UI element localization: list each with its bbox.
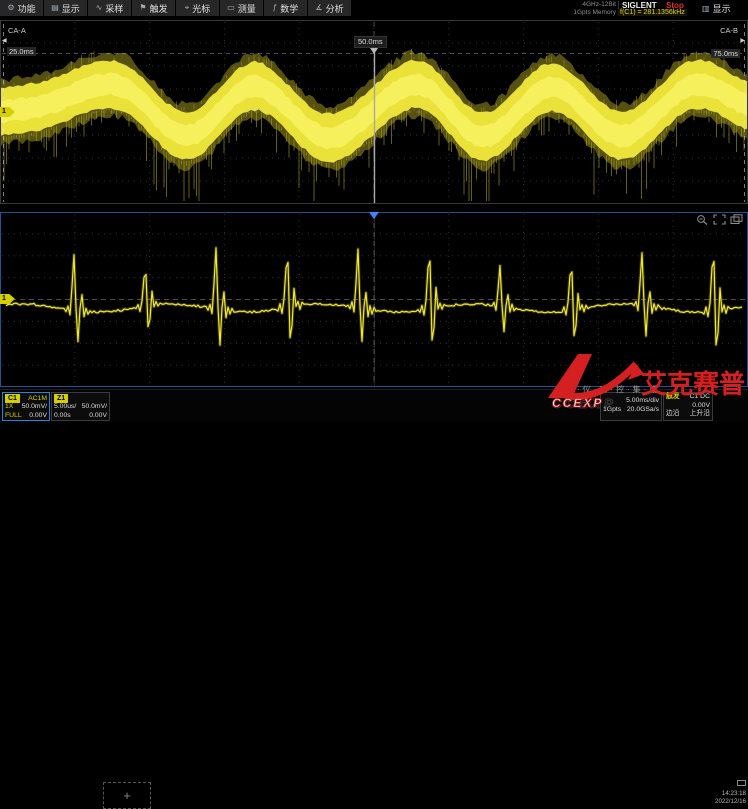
time-display: 14:23:18 [721, 790, 746, 797]
delay-readout[interactable]: 50.0ms [354, 36, 387, 48]
timebase-scale: 5.00ms/div [626, 397, 659, 404]
cursor-a-label: CA-A [8, 26, 26, 35]
menu-utility-label: 功能 [17, 3, 36, 14]
channel1-offset-marker[interactable]: 1 [0, 107, 15, 117]
expand-icon[interactable] [713, 214, 726, 225]
zoom-vpos: 0.00V [89, 411, 107, 419]
header-divider [618, 1, 619, 16]
brand-label: SIGLENT [622, 1, 657, 10]
monitor-icon: ▥ [702, 4, 710, 13]
sample-rate: 20.0GSa/s [626, 405, 659, 413]
menu-math[interactable]: ƒ 数学 [264, 0, 307, 16]
menu-cursors-label: 光标 [192, 3, 211, 14]
timebase-box[interactable]: 5.00ms/div 1Gpts 20.0GSa/s [600, 392, 662, 421]
display-icon: ▤ [51, 3, 59, 12]
trigger-box[interactable]: 触发 C1 DC 0.00V 边沿 上升沿 [663, 392, 713, 421]
menu-trigger[interactable]: ⚑ 触发 [132, 0, 175, 16]
gear-icon: ⚙ [7, 3, 15, 12]
window-icon[interactable] [730, 214, 743, 225]
cursor-b-value: 75.0ms [711, 49, 740, 58]
display-quick-label: 显示 [712, 4, 731, 14]
zoom-window-controls [696, 214, 743, 225]
cursor-a-value: 25.0ms [7, 47, 36, 56]
memory-depth: 1Gpts [603, 405, 622, 413]
date-display: 2022/12/16 [715, 798, 746, 805]
trigger-level: 0.00V [692, 401, 710, 409]
menu-measure[interactable]: ▭ 测量 [220, 0, 263, 16]
channel1-box[interactable]: C1 AC1M 1X 50.0mV/ FULL 0.00V [2, 392, 50, 421]
menu-cursors[interactable]: ⌖ 光标 [176, 0, 219, 16]
menu-acquire-label: 采样 [105, 3, 124, 14]
battery-icon [737, 780, 746, 786]
channel1-probe: 1X [5, 403, 14, 410]
channel1-bandwidth: FULL [5, 411, 22, 419]
menu-math-label: 数学 [280, 3, 299, 14]
menu-utility[interactable]: ⚙ 功能 [0, 0, 43, 16]
grid-bottom-pane [0, 212, 748, 387]
trigger-coupling: DC [700, 393, 710, 400]
zoom-chip: Z1 [54, 393, 69, 403]
menu-trigger-label: 触发 [149, 3, 168, 14]
zoom-vscale: 50.0mV/ [81, 403, 107, 410]
menu-acquire[interactable]: ∿ 采样 [88, 0, 131, 16]
display-quick-button[interactable]: ▥ 显示 [702, 0, 731, 17]
analysis-icon: ∡ [315, 3, 323, 12]
cursor-a-arrow-icon[interactable]: ◀ [2, 38, 7, 44]
zoom-offset-marker[interactable]: 1 [0, 294, 15, 304]
channel1-scale: 50.0mV/ [21, 403, 47, 410]
model-line2: 1Gpts Memory [573, 8, 616, 16]
waveform-display [0, 20, 748, 387]
waveform-z1-trace [5, 246, 743, 347]
menu-measure-label: 测量 [237, 3, 256, 14]
zoom-z1-box[interactable]: Z1 5.00us/50.0mV/ 0.00s 0.00V [51, 392, 110, 421]
acquisition-status[interactable]: Stop [666, 1, 684, 10]
math-icon: ƒ [272, 3, 278, 12]
menu-display-label: 显示 [61, 3, 80, 14]
frequency-readout: f(C1) = 281.1356kHz [618, 9, 687, 16]
menu-analysis[interactable]: ∡ 分析 [308, 0, 351, 16]
menu-analysis-label: 分析 [325, 3, 344, 14]
zoom-trigger-marker-icon[interactable] [369, 212, 379, 219]
trigger-source: C1 [689, 393, 699, 400]
zoom-out-icon[interactable] [696, 214, 709, 225]
model-info: 4GHz-12Bit 1Gpts Memory [556, 1, 616, 16]
clock: 14:23:18 2022/12/16 [712, 780, 746, 806]
menu-bar: ⚙ 功能 ▤ 显示 ∿ 采样 ⚑ 触发 ⌖ 光标 ▭ 测量 ƒ 数学 ∡ 分析 [0, 0, 748, 17]
zoom-hscale: 5.00us/ [54, 403, 77, 410]
acquire-icon: ∿ [95, 3, 103, 12]
channel1-chip: C1 [5, 393, 20, 403]
zoom-hpos: 0.00s [54, 411, 71, 419]
measure-icon: ▭ [227, 3, 235, 12]
model-line1: 4GHz-12Bit [582, 1, 616, 8]
channel1-coupling: AC1M [28, 394, 47, 402]
menu-display[interactable]: ▤ 显示 [44, 0, 87, 16]
cursor-icon: ⌖ [184, 3, 190, 12]
cursor-b-arrow-icon[interactable]: ▶ [740, 38, 745, 44]
cursor-b-label: CA-B [720, 26, 738, 35]
trigger-type: 边沿 [666, 410, 680, 417]
trigger-flag-icon: ⚑ [139, 3, 147, 12]
delay-marker-icon[interactable] [370, 48, 378, 54]
channel1-offset: 0.00V [29, 411, 47, 419]
trigger-slope: 上升沿 [689, 410, 710, 417]
add-channel-button[interactable]: + [103, 782, 151, 809]
trigger-title: 触发 [666, 393, 680, 400]
status-bar: C1 AC1M 1X 50.0mV/ FULL 0.00V Z1 5.00us/50… [0, 389, 748, 809]
